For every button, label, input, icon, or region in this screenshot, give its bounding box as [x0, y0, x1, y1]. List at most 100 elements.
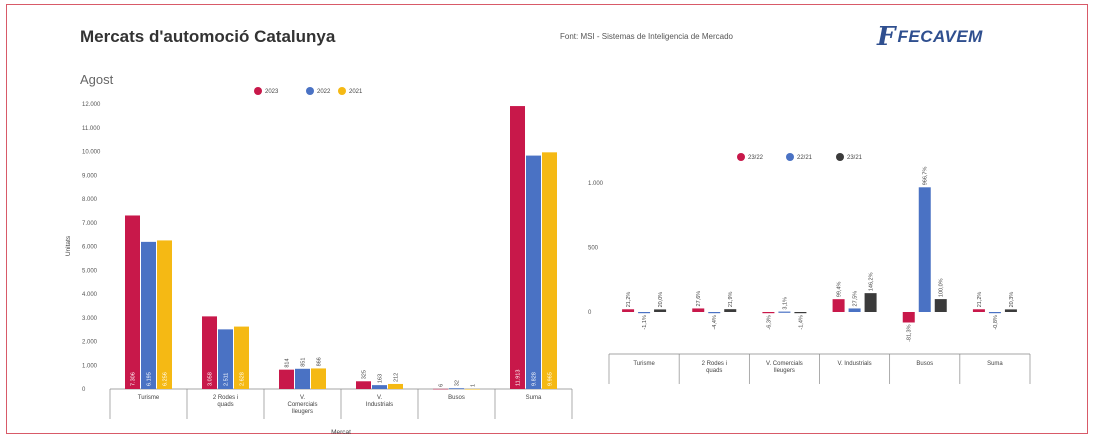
x-tick-label: quads	[217, 402, 233, 408]
bar	[449, 388, 464, 389]
y-tick-label: 1.000	[82, 363, 98, 369]
bar-value-label: 11.913	[516, 370, 522, 386]
bar-value-label: 21,9%	[728, 291, 734, 307]
legend-label: 2023	[265, 89, 279, 95]
bar-value-label: 6.195	[147, 372, 153, 386]
bar	[542, 152, 557, 389]
legend-label: 2021	[349, 89, 363, 95]
x-tick-label: Busos	[448, 395, 465, 401]
bar-value-label: 2.628	[240, 372, 246, 386]
bar	[372, 385, 387, 389]
page-title: Mercats d'automoció Catalunya	[80, 27, 336, 46]
x-tick-label: 2 Rodes i	[213, 395, 238, 401]
bar-value-label: 146,2%	[869, 272, 875, 291]
y-tick-label: 9.000	[82, 173, 98, 179]
bar	[832, 299, 845, 312]
bar-value-label: 100,0%	[939, 278, 945, 297]
bar-value-label: 325	[362, 370, 368, 379]
bar-value-label: 212	[394, 373, 400, 382]
x-tick-label: V. Industrials	[838, 361, 872, 367]
bar	[638, 312, 651, 314]
bar	[972, 309, 985, 312]
bar	[724, 309, 737, 312]
logo-f-icon: F	[877, 22, 896, 52]
bar-value-label: 27,5%	[853, 291, 859, 307]
bar	[692, 308, 705, 312]
y-tick-label: 1.000	[588, 181, 604, 187]
y-tick-label: 8.000	[82, 197, 98, 203]
bar	[848, 308, 861, 312]
bar	[794, 312, 807, 314]
x-tick-label: V.	[300, 395, 305, 401]
y-tick-label: 4.000	[82, 292, 98, 298]
logo-text: FECAVEM	[897, 27, 983, 46]
bar-value-label: 21,2%	[977, 292, 983, 308]
bar	[934, 299, 947, 312]
chart-subtitle: Agost	[80, 72, 114, 87]
bar-value-label: 9.828	[532, 372, 538, 386]
bar	[311, 368, 326, 389]
legend-marker	[786, 153, 794, 161]
bar	[125, 215, 140, 389]
bar-value-label: 814	[285, 358, 291, 367]
legend-marker	[306, 87, 314, 95]
bar-value-label: 6.256	[163, 372, 169, 386]
bar	[708, 312, 721, 314]
bar	[1004, 309, 1017, 312]
bar-value-label: 966,7%	[923, 167, 929, 186]
y-tick-label: 10.000	[82, 150, 101, 156]
x-tick-label: Comercials	[287, 402, 317, 408]
bar	[778, 311, 791, 313]
legend-marker	[737, 153, 745, 161]
x-tick-label: Turisme	[138, 395, 160, 401]
x-tick-label: lleugers	[774, 368, 795, 374]
x-tick-label: lleugers	[292, 409, 313, 415]
legend-marker	[338, 87, 346, 95]
bar	[157, 240, 172, 389]
y-tick-label: 11.000	[82, 126, 101, 132]
bar	[202, 316, 217, 389]
bar	[762, 312, 775, 314]
bar-value-label: 20,3%	[1009, 292, 1015, 308]
bar	[465, 388, 480, 390]
legend-label: 23/22	[748, 155, 764, 161]
x-tick-label: V. Comercials	[766, 361, 803, 367]
bar-value-label: 9.965	[548, 372, 554, 386]
y-tick-label: 5.000	[82, 268, 98, 274]
y-tick-label: 7.000	[82, 221, 98, 227]
x-tick-label: Busos	[916, 361, 933, 367]
x-tick-label: Suma	[987, 361, 1003, 367]
bar	[864, 293, 877, 312]
bar-value-label: 2.511	[224, 373, 230, 386]
bar-value-label: 27,6%	[696, 291, 702, 307]
y-tick-label: 12.000	[82, 102, 101, 108]
legend-label: 22/21	[797, 155, 813, 161]
y-axis-label: Unitats	[65, 235, 72, 256]
bar-value-label: 851	[301, 358, 307, 367]
y-tick-label: 3.000	[82, 316, 98, 322]
bar	[622, 309, 635, 312]
bar-value-label: -0,8%	[993, 315, 999, 329]
y-tick-label: 2.000	[82, 340, 98, 346]
x-tick-label: Industrials	[366, 402, 393, 408]
bar	[988, 312, 1001, 314]
bar-value-label: 7.306	[131, 372, 137, 386]
bar	[295, 368, 310, 389]
legend-label: 2022	[317, 89, 331, 95]
x-axis-label: Mercat	[331, 429, 351, 436]
x-tick-label: 2 Rodes i	[702, 361, 727, 367]
y-tick-label: 6.000	[82, 245, 98, 251]
x-tick-label: quads	[706, 368, 722, 374]
bar	[218, 329, 233, 389]
bar-value-label: 3,1%	[782, 297, 788, 310]
y-tick-label: 0	[82, 387, 86, 393]
bar-value-label: -1,1%	[642, 315, 648, 329]
x-tick-label: V.	[377, 395, 382, 401]
bar-value-label: -1,4%	[798, 315, 804, 329]
bar-value-label: -6,3%	[766, 315, 772, 329]
bar	[388, 383, 403, 389]
legend-marker	[836, 153, 844, 161]
bar-value-label: -4,4%	[712, 315, 718, 329]
